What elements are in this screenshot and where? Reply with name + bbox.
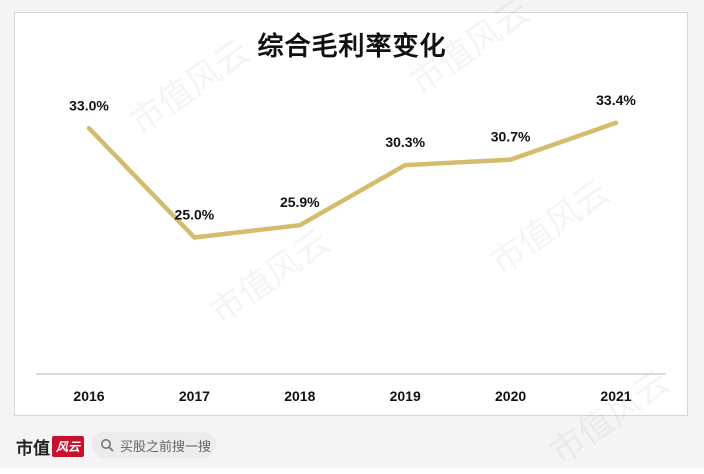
data-label: 33.0% [69,97,109,113]
x-tick-label: 2019 [390,388,421,404]
data-label: 25.0% [175,206,215,222]
series-line [86,120,619,240]
data-label: 30.7% [491,129,531,145]
x-tick-label: 2017 [179,388,210,404]
search-box[interactable]: 买股之前搜一搜 [92,432,216,458]
x-tick-label: 2021 [600,388,631,404]
brand-text: 市值 [16,439,50,458]
data-label: 30.3% [385,134,425,150]
x-tick-label: 2020 [495,388,526,404]
search-icon [100,438,114,452]
footer: 市值 风云 买股之前搜一搜 [0,428,704,468]
chart-card [14,12,688,416]
search-placeholder: 买股之前搜一搜 [120,438,212,454]
brand-logo: 市值 风云 [16,434,85,459]
brand-badge: 风云 [52,436,85,457]
x-tick-label: 2016 [73,388,104,404]
data-label: 33.4% [596,92,636,108]
x-tick-label: 2018 [284,388,315,404]
chart-title: 综合毛利率变化 [257,31,447,61]
data-label: 25.9% [280,194,320,210]
